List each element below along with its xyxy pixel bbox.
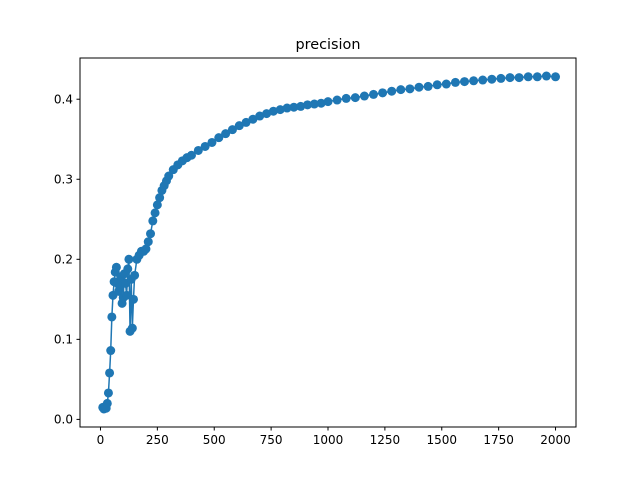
data-point bbox=[289, 102, 299, 112]
y-tick-label: 0.0 bbox=[54, 413, 73, 427]
y-tick-label: 0.1 bbox=[54, 333, 73, 347]
data-point bbox=[359, 91, 369, 101]
data-point bbox=[387, 86, 397, 96]
data-point bbox=[111, 262, 121, 272]
data-point bbox=[396, 85, 406, 95]
data-point bbox=[505, 73, 515, 83]
data-point bbox=[106, 346, 116, 356]
data-point bbox=[143, 237, 153, 247]
data-point bbox=[323, 97, 333, 107]
data-point bbox=[541, 71, 551, 81]
data-point bbox=[148, 216, 158, 226]
data-point bbox=[309, 99, 319, 109]
data-point bbox=[150, 208, 160, 218]
data-point bbox=[124, 254, 134, 264]
data-point bbox=[296, 101, 306, 111]
data-point bbox=[441, 79, 451, 89]
x-tick-label: 1750 bbox=[483, 433, 514, 447]
x-tick-label: 250 bbox=[146, 433, 169, 447]
x-tick-label: 500 bbox=[203, 433, 226, 447]
series-layer bbox=[98, 71, 561, 414]
data-point bbox=[423, 81, 433, 91]
data-point bbox=[460, 77, 470, 87]
y-tick-label: 0.3 bbox=[54, 173, 73, 187]
data-point bbox=[105, 368, 115, 378]
data-point bbox=[146, 229, 156, 239]
data-point bbox=[378, 88, 388, 98]
y-tick-label: 0.4 bbox=[54, 93, 73, 107]
data-point bbox=[262, 109, 272, 119]
data-point bbox=[332, 95, 342, 105]
x-tick-label: 0 bbox=[97, 433, 105, 447]
data-point bbox=[123, 264, 133, 274]
x-tick-label: 1250 bbox=[370, 433, 401, 447]
y-tick-label: 0.2 bbox=[54, 253, 73, 267]
data-point bbox=[350, 93, 360, 103]
data-point bbox=[316, 98, 326, 108]
data-point bbox=[122, 290, 132, 300]
data-point bbox=[487, 74, 497, 84]
data-point bbox=[255, 111, 265, 121]
data-point bbox=[193, 145, 203, 155]
data-point bbox=[227, 125, 237, 135]
data-point bbox=[478, 75, 488, 85]
data-point bbox=[186, 150, 196, 160]
data-point bbox=[450, 77, 460, 87]
data-point bbox=[102, 398, 112, 408]
x-tick-label: 750 bbox=[260, 433, 283, 447]
data-point bbox=[496, 73, 506, 83]
data-point bbox=[523, 72, 533, 82]
data-point bbox=[248, 114, 258, 124]
chart-title: precision bbox=[296, 37, 361, 53]
data-point bbox=[130, 270, 140, 280]
data-point bbox=[128, 294, 138, 304]
x-tick-label: 2000 bbox=[540, 433, 571, 447]
data-point bbox=[514, 73, 524, 83]
data-point bbox=[141, 244, 151, 254]
data-point bbox=[303, 100, 313, 110]
data-point bbox=[200, 141, 210, 151]
data-point bbox=[275, 105, 285, 115]
data-point bbox=[214, 133, 224, 143]
axes-layer: 0 250 500 750 1000 1250 1500 1750 2000 0.0 0.1 0.2 0… bbox=[54, 57, 577, 447]
data-point bbox=[207, 137, 217, 147]
data-point bbox=[103, 388, 113, 398]
data-point bbox=[152, 200, 162, 210]
data-point bbox=[414, 82, 424, 92]
data-point bbox=[268, 106, 278, 116]
data-point bbox=[241, 117, 251, 127]
data-point bbox=[341, 93, 351, 103]
data-point bbox=[551, 72, 561, 82]
data-point bbox=[107, 312, 117, 322]
data-point bbox=[469, 76, 479, 86]
data-point bbox=[234, 121, 244, 131]
data-point bbox=[405, 84, 415, 94]
x-tick-label: 1500 bbox=[426, 433, 457, 447]
data-point bbox=[221, 129, 231, 139]
data-point bbox=[369, 89, 378, 99]
data-point bbox=[127, 323, 137, 333]
data-point bbox=[164, 171, 174, 181]
data-point bbox=[282, 103, 292, 113]
x-tick-label: 1000 bbox=[313, 433, 344, 447]
data-point bbox=[432, 80, 442, 90]
data-point bbox=[532, 72, 542, 82]
data-point bbox=[155, 193, 165, 203]
